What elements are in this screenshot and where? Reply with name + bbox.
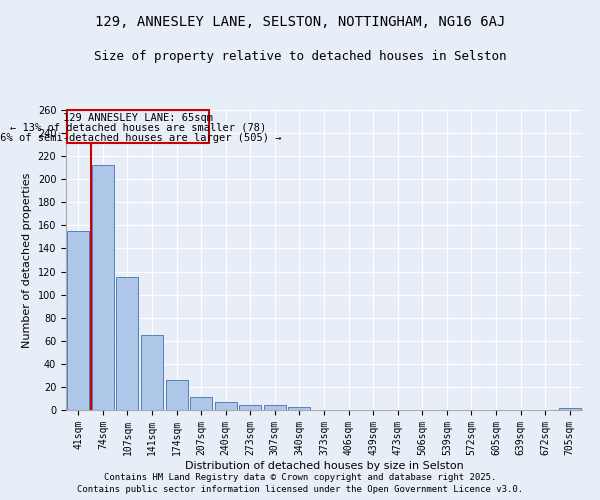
Y-axis label: Number of detached properties: Number of detached properties: [22, 172, 32, 348]
Bar: [264, 406, 286, 410]
Text: Contains HM Land Registry data © Crown copyright and database right 2025.: Contains HM Land Registry data © Crown c…: [104, 472, 496, 482]
FancyBboxPatch shape: [67, 110, 209, 144]
Text: Contains public sector information licensed under the Open Government Licence v3: Contains public sector information licen…: [77, 485, 523, 494]
Bar: [239, 406, 262, 410]
Bar: [116, 278, 139, 410]
Bar: [215, 402, 237, 410]
Text: 86% of semi-detached houses are larger (505) →: 86% of semi-detached houses are larger (…: [0, 133, 281, 143]
Bar: [289, 406, 310, 410]
Text: ← 13% of detached houses are smaller (78): ← 13% of detached houses are smaller (78…: [10, 122, 266, 132]
Bar: [190, 398, 212, 410]
Text: Size of property relative to detached houses in Selston: Size of property relative to detached ho…: [94, 50, 506, 63]
Bar: [67, 231, 89, 410]
X-axis label: Distribution of detached houses by size in Selston: Distribution of detached houses by size …: [185, 460, 463, 470]
Bar: [141, 335, 163, 410]
Text: 129 ANNESLEY LANE: 65sqm: 129 ANNESLEY LANE: 65sqm: [63, 114, 213, 124]
Bar: [166, 380, 188, 410]
Bar: [559, 408, 581, 410]
Text: 129, ANNESLEY LANE, SELSTON, NOTTINGHAM, NG16 6AJ: 129, ANNESLEY LANE, SELSTON, NOTTINGHAM,…: [95, 15, 505, 29]
Bar: [92, 166, 114, 410]
